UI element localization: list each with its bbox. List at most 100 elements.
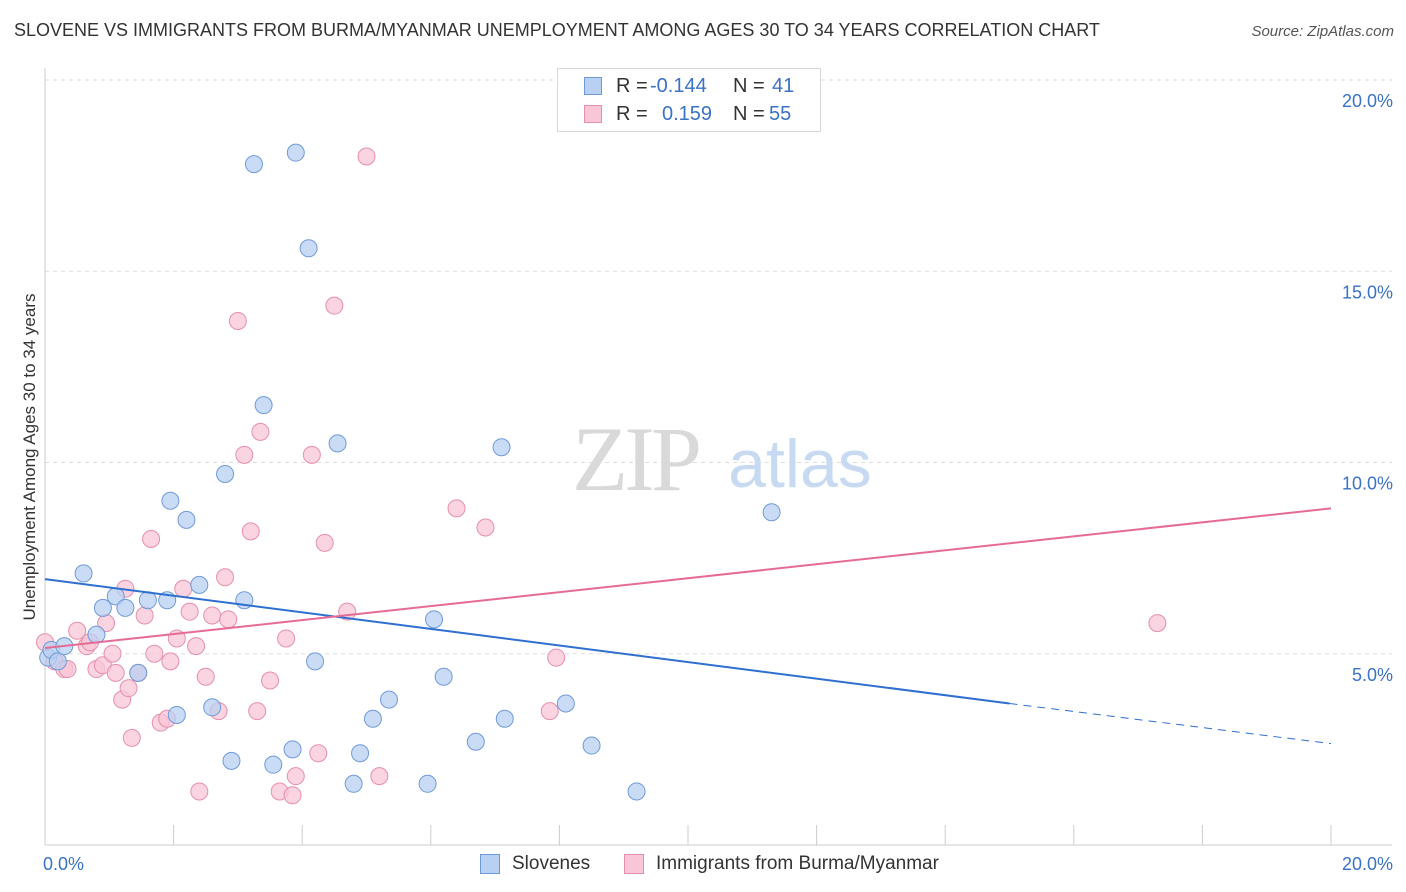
point-slovenes <box>299 239 318 258</box>
point-immigrants <box>241 522 260 541</box>
x-tick-label: 0.0% <box>43 854 84 874</box>
y-tick-label: 20.0% <box>1342 91 1393 111</box>
point-slovenes <box>167 705 186 724</box>
point-immigrants <box>248 702 267 721</box>
point-immigrants <box>261 671 280 690</box>
point-immigrants <box>161 652 180 671</box>
point-immigrants <box>547 648 566 667</box>
point-slovenes <box>492 438 511 457</box>
point-immigrants <box>142 530 161 548</box>
legend-n-value: 41 <box>772 75 795 97</box>
source-label: Source: ZipAtlas.com <box>1251 23 1394 40</box>
trend-line-slovenes <box>44 578 1010 705</box>
chart-title: SLOVENE VS IMMIGRANTS FROM BURMA/MYANMAR… <box>14 20 1100 40</box>
point-immigrants <box>187 637 206 656</box>
point-slovenes <box>466 732 485 751</box>
point-slovenes <box>190 575 209 594</box>
point-slovenes <box>177 510 196 529</box>
point-slovenes <box>363 709 382 728</box>
point-slovenes <box>344 774 363 793</box>
point-slovenes <box>203 698 222 717</box>
point-immigrants <box>145 644 164 663</box>
point-slovenes <box>286 143 305 162</box>
point-slovenes <box>216 464 235 483</box>
correlation-legend: R = -0.144 N = 41 R = 0.159 N = 55 <box>557 68 821 132</box>
point-slovenes <box>627 782 646 801</box>
point-immigrants <box>216 568 235 587</box>
x-tick-label: 20.0% <box>1342 854 1393 874</box>
bottom-legend-label: Immigrants from Burma/Myanmar <box>656 853 939 874</box>
point-slovenes <box>244 155 263 174</box>
point-slovenes <box>116 598 135 617</box>
point-immigrants <box>476 518 495 537</box>
legend-r-value: -0.144 <box>650 75 707 97</box>
legend-r-value: 0.159 <box>662 103 713 125</box>
point-immigrants <box>219 610 238 629</box>
point-immigrants <box>286 767 305 786</box>
point-immigrants <box>203 606 222 625</box>
bottom-legend-swatch-blue <box>480 854 500 874</box>
grid-lines <box>45 79 1392 655</box>
point-slovenes <box>582 736 601 755</box>
legend-n-label: N = <box>733 75 765 97</box>
point-slovenes <box>425 610 444 629</box>
y-tick-label: 10.0% <box>1342 474 1393 494</box>
point-slovenes <box>87 625 106 644</box>
point-immigrants <box>135 606 154 625</box>
trend-line-slovenes-extrapolated <box>1009 702 1332 745</box>
point-immigrants <box>315 533 334 552</box>
legend-swatch-blue <box>584 77 602 95</box>
point-slovenes <box>283 740 302 759</box>
point-slovenes <box>434 667 453 686</box>
point-slovenes <box>418 774 437 793</box>
tick-labels: 5.0% 10.0% 15.0% 20.0% 0.0% 20.0% <box>43 91 1393 874</box>
point-immigrants <box>174 579 193 598</box>
legend-r-label: R = <box>616 75 648 97</box>
point-slovenes <box>264 755 283 774</box>
point-slovenes <box>328 434 347 453</box>
point-immigrants <box>106 663 125 682</box>
legend-swatch-pink <box>584 105 602 123</box>
point-immigrants <box>119 679 138 698</box>
point-slovenes <box>138 591 157 610</box>
point-immigrants <box>235 445 254 464</box>
point-slovenes <box>254 396 273 415</box>
legend-r-label: R = <box>616 103 648 125</box>
point-immigrants <box>228 311 247 330</box>
point-immigrants <box>540 702 559 721</box>
watermark-atlas: atlas <box>728 426 872 502</box>
point-immigrants <box>357 147 376 166</box>
point-slovenes <box>351 744 370 763</box>
point-immigrants <box>251 422 270 441</box>
point-immigrants <box>309 744 328 763</box>
point-immigrants <box>447 499 466 518</box>
point-immigrants <box>1148 614 1167 633</box>
watermark-zip: ZIP <box>572 408 699 510</box>
legend-n-value: 55 <box>769 103 792 125</box>
y-tick-label: 5.0% <box>1352 665 1393 685</box>
series-slovenes-points <box>39 143 781 801</box>
trend-lines <box>44 507 1332 745</box>
point-immigrants <box>277 629 296 648</box>
point-immigrants <box>122 728 141 747</box>
axes <box>44 68 1392 846</box>
point-immigrants <box>180 602 199 621</box>
trend-line-immigrants <box>44 507 1332 650</box>
point-immigrants <box>325 296 344 315</box>
point-slovenes <box>495 709 514 728</box>
legend-n-label: N = <box>733 103 765 125</box>
point-immigrants <box>196 667 215 686</box>
point-slovenes <box>48 652 67 671</box>
point-slovenes <box>129 663 148 682</box>
bottom-legend-label: Slovenes <box>512 853 591 874</box>
point-immigrants <box>370 767 389 786</box>
point-immigrants <box>190 782 209 801</box>
point-slovenes <box>74 564 93 583</box>
point-immigrants <box>103 644 122 663</box>
point-slovenes <box>556 694 575 713</box>
point-slovenes <box>380 690 399 709</box>
watermark: ZIP atlas <box>572 408 872 510</box>
y-tick-label: 15.0% <box>1342 282 1393 302</box>
point-immigrants <box>283 786 302 805</box>
